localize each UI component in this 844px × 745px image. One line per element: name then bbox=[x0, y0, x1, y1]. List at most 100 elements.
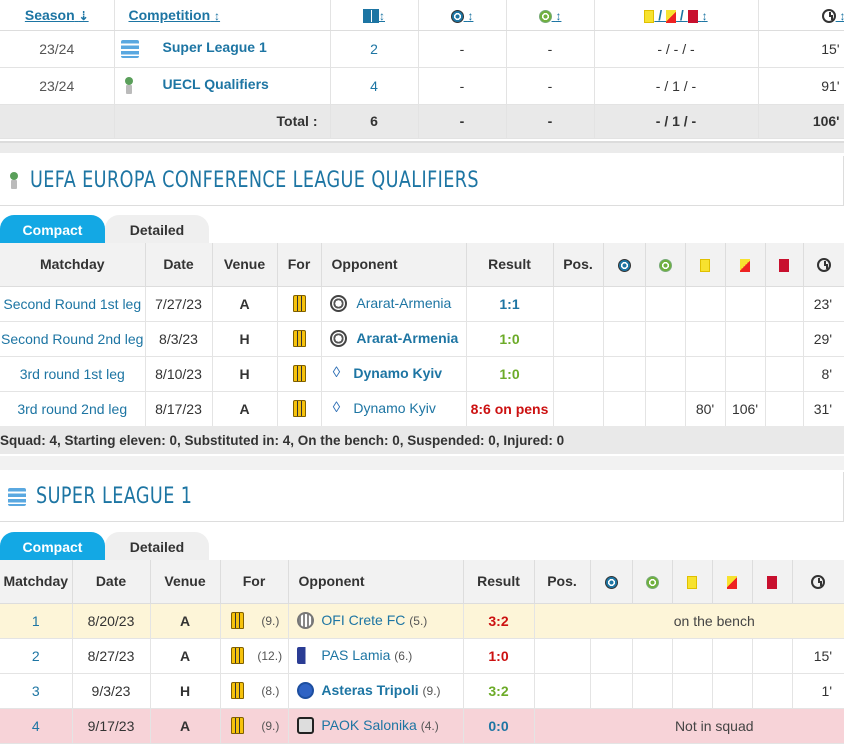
position-cell bbox=[534, 638, 591, 674]
opponent-link[interactable]: Asteras Tripoli bbox=[321, 681, 419, 698]
opponent-link[interactable]: Ararat-Armenia bbox=[356, 329, 459, 346]
yellow-card-icon bbox=[644, 9, 655, 23]
opponent-cell: Asteras Tripoli (9.) bbox=[288, 673, 464, 709]
appearances-sort-header[interactable]: ↕ bbox=[330, 0, 419, 31]
minutes-sort-header[interactable]: ↕ bbox=[758, 0, 844, 31]
for-cell[interactable] bbox=[277, 356, 322, 392]
total-label: Total : bbox=[114, 104, 331, 139]
appearances-link[interactable]: 4 bbox=[330, 67, 419, 105]
table-row: Second Round 1st leg 7/27/23 A Ararat-Ar… bbox=[0, 286, 844, 322]
for-cell[interactable]: (9.) bbox=[220, 708, 289, 744]
yellowred-cell bbox=[725, 356, 766, 392]
table-row: 4 9/17/23 A (9.) PAOK Salonika (4.) 0:0 … bbox=[0, 708, 844, 744]
competition-link[interactable]: UECL Qualifiers bbox=[162, 76, 269, 93]
yellow-cell bbox=[685, 356, 726, 392]
matchday-link[interactable]: 4 bbox=[0, 708, 73, 744]
result-link[interactable]: 1:0 bbox=[466, 321, 554, 357]
total-assists: - bbox=[506, 104, 595, 139]
venue-header: Venue bbox=[150, 560, 221, 604]
status-note: Not in squad bbox=[534, 708, 844, 744]
matchday-link[interactable]: 3rd round 1st leg bbox=[0, 356, 146, 392]
uecl-section-header: UEFA EUROPA CONFERENCE LEAGUE QUALIFIERS bbox=[0, 156, 844, 206]
goals-sort-header[interactable]: ↕ bbox=[418, 0, 507, 31]
goals-header bbox=[603, 243, 646, 287]
super-league-icon bbox=[120, 39, 139, 58]
result-link[interactable]: 3:2 bbox=[463, 603, 535, 639]
red-cell bbox=[765, 391, 804, 427]
clock-icon bbox=[811, 575, 826, 590]
assists-header bbox=[632, 560, 673, 604]
matchday-link[interactable]: Second Round 2nd leg bbox=[0, 321, 146, 357]
opponent-cell: OFI Crete FC (5.) bbox=[288, 603, 464, 639]
team-crest-icon bbox=[292, 330, 306, 348]
goal-icon bbox=[604, 576, 618, 590]
minutes-cell: 1' bbox=[792, 673, 844, 709]
result-link[interactable]: 1:0 bbox=[463, 638, 535, 674]
for-cell[interactable] bbox=[277, 391, 322, 427]
opponent-link[interactable]: Dynamo Kyiv bbox=[353, 399, 436, 416]
result-header: Result bbox=[466, 243, 554, 287]
competition-sort-header[interactable]: Competition ↕ bbox=[114, 0, 331, 31]
yellow-cell bbox=[685, 321, 726, 357]
tab-compact[interactable]: Compact bbox=[0, 532, 105, 562]
super-league-icon bbox=[8, 487, 26, 506]
matchday-link[interactable]: 3rd round 2nd leg bbox=[0, 391, 146, 427]
clock-icon bbox=[816, 258, 831, 273]
uecl-matches-table: Matchday Date Venue For Opponent Result … bbox=[0, 243, 844, 427]
team-crest-icon bbox=[230, 717, 244, 735]
for-cell[interactable] bbox=[277, 321, 322, 357]
yellow-red-card-icon bbox=[666, 9, 677, 23]
tab-detailed[interactable]: Detailed bbox=[105, 532, 209, 562]
minutes-cell: 15' bbox=[792, 638, 844, 674]
result-link[interactable]: 3:2 bbox=[463, 673, 535, 709]
venue-cell: H bbox=[212, 356, 278, 392]
section-separator bbox=[0, 141, 844, 153]
team-crest-icon bbox=[292, 295, 306, 313]
conference-cup-icon bbox=[123, 76, 135, 95]
goals-cell bbox=[603, 286, 646, 322]
yellowred-cell bbox=[712, 673, 753, 709]
for-cell[interactable]: (8.) bbox=[220, 673, 289, 709]
yellowred-cell bbox=[725, 321, 766, 357]
opponent-link[interactable]: OFI Crete FC bbox=[321, 611, 406, 628]
assists-cell bbox=[645, 286, 686, 322]
position-cell bbox=[553, 286, 604, 322]
red-card-icon bbox=[779, 259, 789, 273]
table-row: 2 8/27/23 A (12.) PAS Lamia (6.) 1:0 15' bbox=[0, 638, 844, 674]
opponent-link[interactable]: Dynamo Kyiv bbox=[353, 364, 443, 381]
goals-cell bbox=[603, 321, 646, 357]
appearances-link[interactable]: 2 bbox=[330, 30, 419, 68]
position-cell bbox=[534, 673, 591, 709]
for-cell[interactable]: (9.) bbox=[220, 603, 289, 639]
red-cell bbox=[752, 638, 793, 674]
venue-cell: H bbox=[150, 673, 221, 709]
result-link[interactable]: 1:0 bbox=[466, 356, 554, 392]
result-link[interactable]: 1:1 bbox=[466, 286, 554, 322]
for-cell[interactable]: (12.) bbox=[220, 638, 289, 674]
matchday-link[interactable]: 3 bbox=[0, 673, 73, 709]
for-cell[interactable] bbox=[277, 286, 322, 322]
red-cell bbox=[765, 321, 804, 357]
opponent-link[interactable]: Ararat-Armenia bbox=[356, 294, 452, 311]
matchday-link[interactable]: Second Round 1st leg bbox=[0, 286, 146, 322]
matchday-link[interactable]: 1 bbox=[0, 603, 73, 639]
tab-detailed[interactable]: Detailed bbox=[105, 215, 209, 245]
minutes-cell: 31' bbox=[803, 391, 844, 427]
sl-matches-table: Matchday Date Venue For Opponent Result … bbox=[0, 560, 844, 744]
matchday-link[interactable]: 2 bbox=[0, 638, 73, 674]
position-cell bbox=[553, 391, 604, 427]
result-link[interactable]: 0:0 bbox=[463, 708, 535, 744]
red-card-icon bbox=[767, 576, 777, 590]
tab-compact[interactable]: Compact bbox=[0, 215, 105, 245]
opponent-link[interactable]: PAOK Salonika bbox=[321, 716, 417, 733]
yellow-cell bbox=[672, 638, 713, 674]
cards-sort-header[interactable]: / / ↕ bbox=[594, 0, 759, 31]
opponent-link[interactable]: PAS Lamia bbox=[321, 646, 391, 663]
competition-link[interactable]: Super League 1 bbox=[162, 39, 267, 56]
yellow-cell bbox=[685, 286, 726, 322]
assists-sort-header[interactable]: ↕ bbox=[506, 0, 595, 31]
ofi-crest-icon bbox=[296, 612, 314, 630]
season-sort-header[interactable]: Season ⇣ bbox=[0, 0, 115, 31]
result-link[interactable]: 8:6 on pens bbox=[466, 391, 554, 427]
competition-cell: UECL Qualifiers bbox=[114, 67, 331, 105]
